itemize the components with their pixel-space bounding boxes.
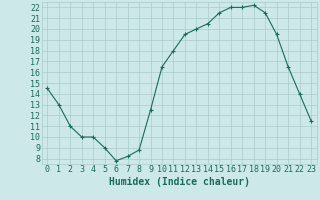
X-axis label: Humidex (Indice chaleur): Humidex (Indice chaleur): [109, 177, 250, 187]
